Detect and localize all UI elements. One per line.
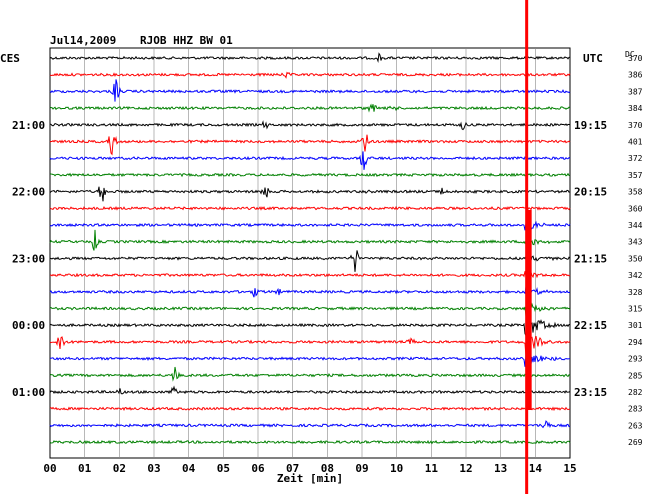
dc-value: 386	[628, 71, 643, 80]
left-time-label: 00:00	[12, 319, 45, 332]
x-tick-label: 11	[425, 462, 439, 475]
x-tick-label: 12	[459, 462, 472, 475]
right-time-label: 20:15	[574, 186, 607, 199]
dc-value: 301	[628, 321, 643, 330]
dc-value: 343	[628, 238, 643, 247]
left-time-label: 22:00	[12, 186, 45, 199]
trace-line	[49, 270, 571, 281]
dc-value: 384	[628, 104, 643, 113]
right-time-label: 21:15	[574, 252, 607, 265]
trace-line	[49, 79, 571, 102]
dc-value: 283	[628, 405, 643, 414]
left-time-label: 21:00	[12, 119, 45, 132]
x-axis-label: Zeit [min]	[277, 472, 343, 485]
dc-value: 370	[628, 121, 643, 130]
trace-line	[49, 120, 571, 131]
trace-line	[49, 300, 571, 317]
dc-value: 350	[628, 254, 643, 263]
trace-line	[49, 151, 571, 170]
x-tick-label: 01	[78, 462, 92, 475]
trace-line	[49, 439, 571, 445]
plot-frame	[49, 47, 571, 459]
dc-value: 293	[628, 355, 643, 364]
right-time-label: 22:15	[574, 319, 607, 332]
dc-value: 282	[628, 388, 643, 397]
trace-line	[49, 229, 571, 251]
right-time-label: 23:15	[574, 386, 607, 399]
x-tick-label: 10	[390, 462, 403, 475]
right-timezone-label: UTC	[583, 52, 603, 65]
trace-line	[49, 52, 571, 63]
dc-value: 401	[628, 138, 643, 147]
left-time-label: 01:00	[12, 386, 45, 399]
dc-value: 342	[628, 271, 643, 280]
trace-line	[49, 315, 571, 338]
dc-value: 328	[628, 288, 643, 297]
x-tick-label: 06	[251, 462, 265, 475]
dc-value: 357	[628, 171, 643, 180]
dc-value: 372	[628, 154, 643, 163]
x-tick-label: 13	[494, 462, 507, 475]
x-tick-label: 05	[217, 462, 230, 475]
trace-line	[49, 71, 571, 79]
dc-header-label: DC	[625, 50, 635, 59]
dc-value: 263	[628, 421, 643, 430]
trace-line	[49, 366, 571, 382]
trace-line	[49, 250, 571, 272]
header-date: Jul14,2009	[50, 34, 116, 47]
trace-line	[49, 172, 571, 178]
trace-line	[49, 385, 571, 395]
x-tick-label: 00	[43, 462, 56, 475]
trace-line	[49, 351, 571, 367]
trace-line	[49, 103, 571, 113]
trace-line	[49, 219, 571, 231]
x-tick-label: 14	[529, 462, 543, 475]
dc-value: 344	[628, 221, 643, 230]
dc-value: 315	[628, 305, 643, 314]
dc-value: 285	[628, 371, 643, 380]
dc-value: 294	[628, 338, 643, 347]
trace-line	[49, 420, 571, 429]
dc-value: 360	[628, 204, 643, 213]
x-tick-label: 04	[182, 462, 196, 475]
trace-line	[49, 205, 571, 211]
x-tick-label: 15	[563, 462, 576, 475]
dc-value: 370	[628, 54, 643, 63]
dc-value: 387	[628, 87, 643, 96]
right-time-label: 19:15	[574, 119, 607, 132]
x-tick-label: 02	[113, 462, 126, 475]
trace-line	[49, 186, 571, 202]
dc-value: 269	[628, 438, 643, 447]
trace-line	[49, 286, 571, 298]
trace-line	[49, 134, 571, 156]
x-tick-label: 03	[147, 462, 160, 475]
left-time-label: 23:00	[12, 252, 45, 265]
x-tick-label: 08	[321, 462, 334, 475]
left-timezone-label: CES	[0, 52, 20, 65]
trace-line	[49, 406, 571, 412]
dc-value: 358	[628, 188, 643, 197]
x-tick-label: 07	[286, 462, 299, 475]
x-tick-label: 09	[355, 462, 368, 475]
trace-line	[49, 329, 571, 358]
header-station: RJOB HHZ BW 01	[140, 34, 233, 47]
